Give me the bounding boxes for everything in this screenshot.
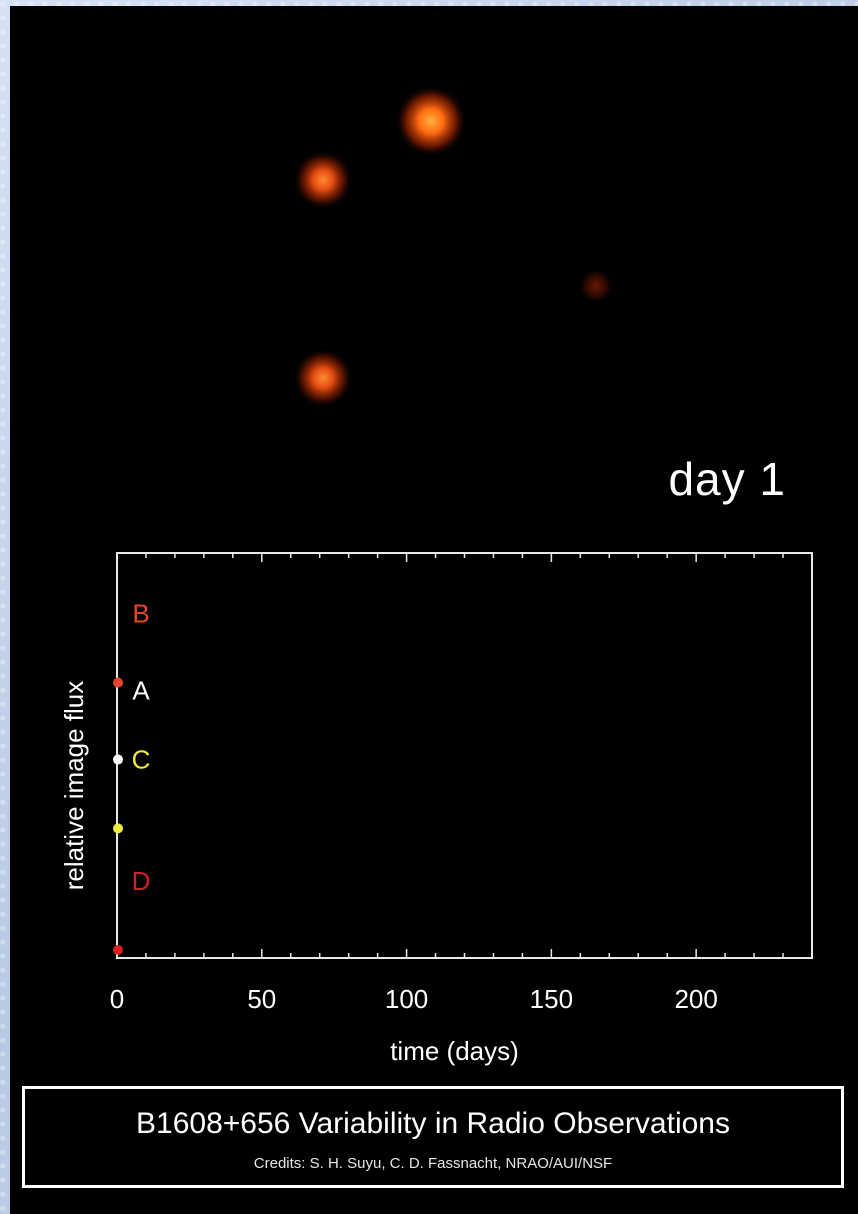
caption-title: B1608+656 Variability in Radio Observati… (136, 1107, 730, 1140)
x-tick-label: 0 (110, 984, 124, 1014)
series-label-b: B (132, 599, 149, 629)
x-tick-label: 150 (530, 984, 573, 1014)
series-point-c (113, 823, 123, 834)
x-tick-label: 100 (385, 984, 428, 1014)
series-point-d (113, 944, 123, 955)
visualization-panel: day 1 0 50 100 150 200 time (days) relative im… (10, 6, 858, 1214)
series-label-a: A (132, 676, 150, 706)
radio-image (293, 85, 614, 408)
flux-chart: 0 50 100 150 200 time (days) relative image fl… (59, 552, 813, 1066)
source-d (578, 268, 614, 304)
series-point-b (113, 677, 123, 688)
y-axis-label: relative image flux (59, 681, 89, 891)
x-axis-label: time (days) (390, 1036, 519, 1066)
plot-frame (116, 552, 813, 959)
caption-box: B1608+656 Variability in Radio Observati… (22, 1086, 844, 1188)
x-tick-label: 50 (247, 984, 276, 1014)
day-label: day 1 (668, 453, 786, 505)
source-a (293, 150, 353, 210)
series-point-a (113, 754, 123, 765)
series-label-d: D (132, 866, 151, 896)
source-c (293, 348, 353, 408)
series-label-c: C (132, 744, 151, 774)
x-tick-label: 200 (674, 984, 717, 1014)
caption-credits: Credits: S. H. Suyu, C. D. Fassnacht, NR… (253, 1155, 613, 1172)
source-b (395, 85, 467, 157)
